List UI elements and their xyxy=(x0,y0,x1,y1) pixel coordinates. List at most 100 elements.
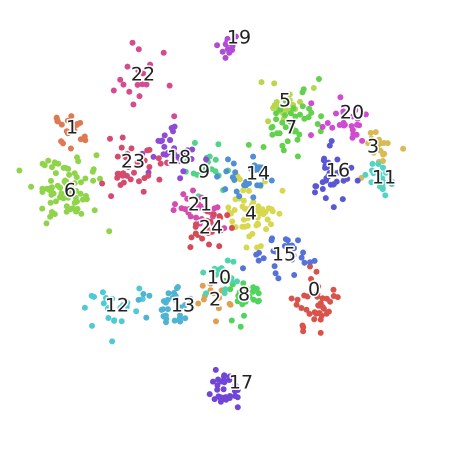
scatter-point-cluster-23 xyxy=(107,135,113,142)
scatter-point-cluster-20 xyxy=(354,121,361,128)
cluster-label-4: 4 xyxy=(245,203,257,225)
scatter-point-cluster-7 xyxy=(290,105,297,112)
scatter-point-cluster-10 xyxy=(222,286,229,293)
scatter-point-cluster-8 xyxy=(228,317,235,324)
scatter-point-cluster-21 xyxy=(211,222,218,229)
scatter-point-cluster-16 xyxy=(330,204,337,211)
scatter-point-cluster-8 xyxy=(243,285,250,292)
scatter-point-cluster-17 xyxy=(215,393,222,400)
scatter-point-cluster-13 xyxy=(182,315,189,322)
scatter-point-cluster-7 xyxy=(279,119,286,126)
scatter-point-cluster-22 xyxy=(140,70,147,77)
scatter-point-cluster-17 xyxy=(221,372,228,379)
scatter-point-cluster-24 xyxy=(217,214,224,221)
scatter-point-cluster-2 xyxy=(199,282,206,289)
scatter-point-cluster-22 xyxy=(129,39,136,46)
scatter-points xyxy=(16,33,407,411)
cluster-label-19: 19 xyxy=(227,27,251,49)
scatter-point-cluster-0 xyxy=(313,310,320,317)
scatter-point-cluster-13 xyxy=(164,306,171,313)
scatter-point-cluster-1 xyxy=(58,138,65,145)
scatter-point-cluster-0 xyxy=(317,329,324,336)
scatter-point-cluster-23 xyxy=(119,134,126,141)
scatter-point-cluster-0 xyxy=(320,305,327,312)
scatter-point-cluster-11 xyxy=(369,160,376,167)
scatter-point-cluster-23 xyxy=(114,153,121,160)
scatter-point-cluster-8 xyxy=(240,280,247,287)
scatter-point-cluster-6 xyxy=(51,159,58,166)
scatter-point-cluster-17 xyxy=(232,393,239,399)
scatter-point-cluster-6 xyxy=(53,198,59,205)
scatter-point-cluster-20 xyxy=(362,111,369,118)
scatter-point-cluster-21 xyxy=(198,216,205,222)
scatter-point-cluster-23 xyxy=(140,188,147,195)
scatter-point-cluster-22 xyxy=(135,68,142,74)
scatter-point-cluster-4 xyxy=(229,218,236,225)
scatter-point-cluster-0 xyxy=(300,324,307,331)
scatter-point-cluster-20 xyxy=(324,120,331,126)
scatter-point-cluster-8 xyxy=(236,289,243,296)
scatter-point-cluster-24 xyxy=(188,234,195,241)
scatter-point-cluster-13 xyxy=(135,296,142,303)
scatter-point-cluster-7 xyxy=(292,113,299,120)
scatter-point-cluster-22 xyxy=(160,49,167,56)
scatter-point-cluster-23 xyxy=(120,179,127,186)
scatter-point-cluster-14 xyxy=(233,188,240,195)
scatter-point-cluster-15 xyxy=(301,259,308,266)
scatter-point-cluster-20 xyxy=(340,110,347,117)
scatter-point-cluster-9 xyxy=(203,170,210,176)
scatter-point-cluster-19 xyxy=(222,54,229,61)
scatter-point-cluster-18 xyxy=(188,156,195,162)
scatter-point-cluster-6 xyxy=(93,152,100,159)
scatter-point-cluster-13 xyxy=(171,317,178,324)
scatter-point-cluster-8 xyxy=(227,286,234,293)
scatter-point-cluster-4 xyxy=(253,222,260,229)
scatter-point-cluster-22 xyxy=(126,88,133,95)
scatter-point-cluster-1 xyxy=(69,122,76,128)
scatter-point-cluster-0 xyxy=(308,276,314,282)
scatter-point-cluster-12 xyxy=(81,304,88,311)
scatter-point-cluster-6 xyxy=(63,208,70,215)
scatter-point-cluster-6 xyxy=(47,199,54,206)
scatter-point-cluster-0 xyxy=(307,263,313,270)
scatter-point-cluster-17 xyxy=(226,373,233,380)
scatter-point-cluster-5 xyxy=(271,80,278,87)
scatter-point-cluster-5 xyxy=(297,98,303,105)
scatter-point-cluster-7 xyxy=(276,130,283,137)
scatter-point-cluster-21 xyxy=(190,187,196,194)
scatter-point-cluster-6 xyxy=(78,179,84,186)
scatter-point-cluster-6 xyxy=(51,211,58,218)
scatter-point-cluster-19 xyxy=(224,46,231,52)
cluster-label-5: 5 xyxy=(279,90,291,112)
scatter-point-cluster-15 xyxy=(255,257,262,264)
scatter-point-cluster-15 xyxy=(253,251,260,258)
scatter-point-cluster-13 xyxy=(164,296,171,303)
scatter-point-cluster-0 xyxy=(313,268,320,275)
scatter-point-cluster-13 xyxy=(159,306,166,313)
scatter-point-cluster-6 xyxy=(91,207,98,214)
scatter-point-cluster-6 xyxy=(79,196,86,203)
scatter-point-cluster-3 xyxy=(400,145,407,152)
scatter-point-cluster-6 xyxy=(72,194,79,201)
scatter-point-cluster-17 xyxy=(226,395,233,401)
scatter-point-cluster-17 xyxy=(234,387,241,393)
scatter-point-cluster-0 xyxy=(303,306,310,313)
scatter-point-cluster-0 xyxy=(319,295,326,302)
scatter-point-cluster-16 xyxy=(328,138,335,144)
scatter-point-cluster-4 xyxy=(251,209,258,216)
scatter-point-cluster-23 xyxy=(157,160,164,167)
scatter-point-cluster-16 xyxy=(323,175,330,182)
scatter-point-cluster-15 xyxy=(295,237,301,244)
scatter-point-cluster-19 xyxy=(219,48,226,55)
scatter-point-cluster-7 xyxy=(287,118,294,125)
scatter-point-cluster-22 xyxy=(171,113,178,120)
scatter-point-cluster-4 xyxy=(276,210,283,217)
scatter-point-cluster-6 xyxy=(47,213,54,220)
scatter-point-cluster-12 xyxy=(103,295,109,301)
scatter-point-cluster-14 xyxy=(268,177,275,184)
scatter-point-cluster-7 xyxy=(280,147,287,154)
scatter-point-cluster-7 xyxy=(284,138,291,145)
scatter-point-cluster-23 xyxy=(125,163,132,170)
scatter-point-cluster-0 xyxy=(298,305,305,311)
